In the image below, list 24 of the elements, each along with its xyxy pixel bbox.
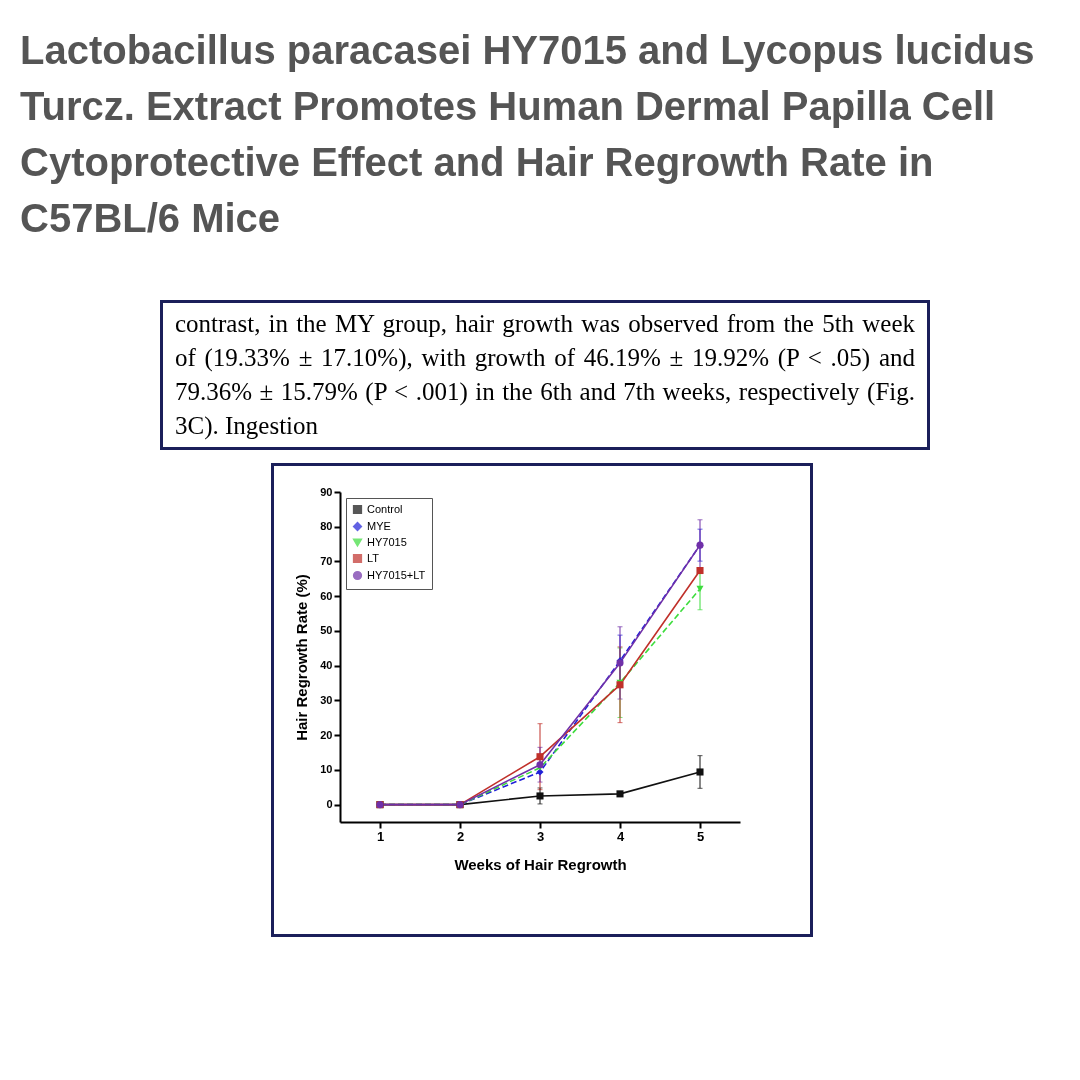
y-tick-label: 70 [320, 554, 333, 567]
y-tick-label: 0 [326, 798, 333, 811]
legend-label: Control [367, 502, 403, 515]
y-axis-title: Hair Regrowth Rate (%) [293, 574, 311, 741]
y-tick-label: 30 [320, 693, 333, 706]
legend-label: HY7015+LT [367, 568, 426, 581]
x-tick-label: 2 [456, 828, 465, 844]
text: contrast, in the MY group, hair growth was observed from the 5th week of (19.33% ± 17.10%), with growth of 46.19% ± 19.92% (P < .05) and 79.36% ± 15.79% (P < .001) in the 6th and 7th weeks, respectively (Fig. 3C). Ingestion [160, 300, 930, 450]
legend-label: HY7015 [367, 535, 407, 548]
y-tick-label: 60 [320, 589, 333, 602]
y-tick-label: 20 [320, 728, 333, 741]
y-tick-label: 80 [320, 520, 333, 533]
x-tick-label: 1 [376, 828, 385, 844]
y-tick-label: 10 [320, 763, 333, 776]
legend-label: MYE [367, 519, 391, 532]
x-tick-label: 4 [616, 828, 625, 844]
x-tick-label: 5 [696, 828, 705, 844]
x-axis-title: Weeks of Hair Regrowth [454, 855, 627, 873]
y-tick-label: 90 [320, 485, 333, 498]
legend-label: LT [367, 551, 380, 564]
chart-title: Lactobacillus paracasei HY7015 and Lycopus lucidus Turcz. Extract Promotes Human Dermal Papilla Cell Cytoprotective Effect and Hair Regrowth Rate in C57BL/6 Mice [20, 27, 1036, 242]
x-tick-label: 3 [536, 828, 545, 844]
y-tick-label: 40 [320, 659, 333, 672]
y-tick-label: 50 [320, 624, 333, 637]
